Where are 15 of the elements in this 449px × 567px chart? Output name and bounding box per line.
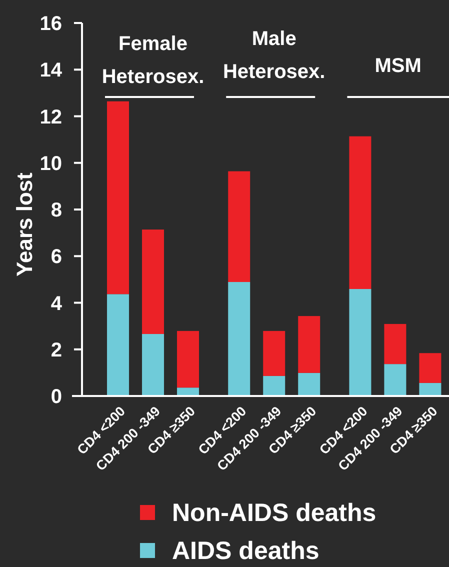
y-tick-label: 6 — [50, 246, 62, 268]
y-axis-title: Years lost — [12, 172, 37, 276]
y-tick-label: 8 — [50, 200, 62, 222]
y-tick-label: 2 — [50, 339, 62, 362]
legend-label: AIDS deaths — [172, 537, 320, 565]
y-tick-label: 0 — [50, 386, 62, 408]
annotation: Male Heterosex. — [222, 28, 326, 83]
y-tick-label: 4 — [50, 292, 63, 315]
legend-label: Non-AIDS deaths — [172, 499, 376, 527]
y-tick-label: 10 — [40, 152, 62, 175]
y-tick-label: 12 — [40, 106, 62, 128]
annotation: MSM — [374, 55, 422, 77]
annotation: Female Heterosex. — [102, 33, 204, 88]
y-tick-label: 16 — [40, 13, 62, 35]
y-tick-label: 14 — [40, 60, 63, 82]
